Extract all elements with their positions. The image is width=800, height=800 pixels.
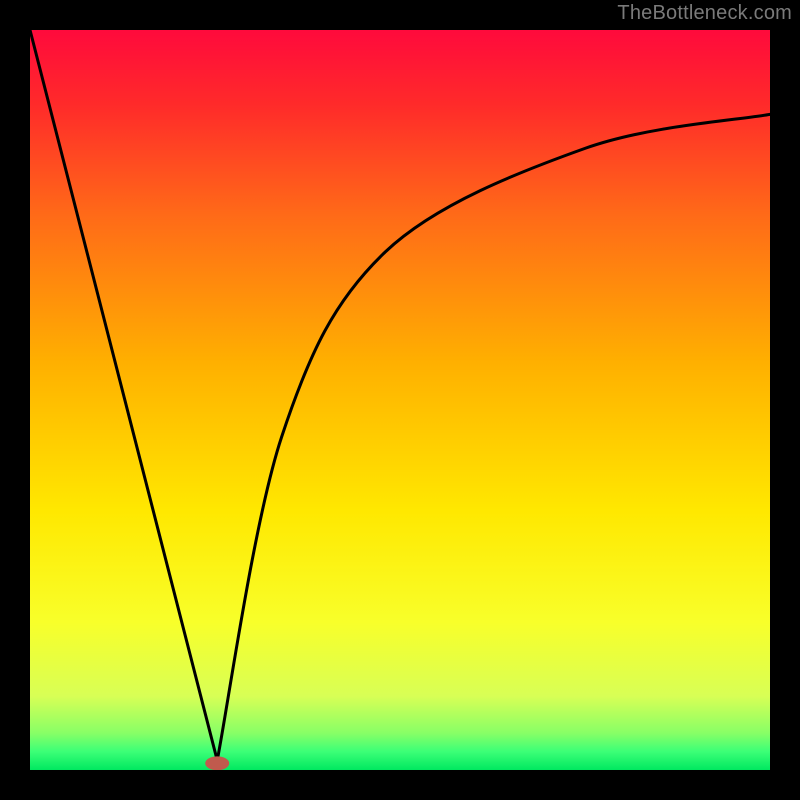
bottleneck-curve-path bbox=[30, 30, 770, 760]
plot-area bbox=[30, 30, 770, 770]
marker-dot bbox=[205, 756, 229, 770]
curve-layer bbox=[30, 30, 770, 770]
bottleneck-chart: TheBottleneck.com bbox=[0, 0, 800, 800]
watermark-label: TheBottleneck.com bbox=[617, 2, 792, 25]
